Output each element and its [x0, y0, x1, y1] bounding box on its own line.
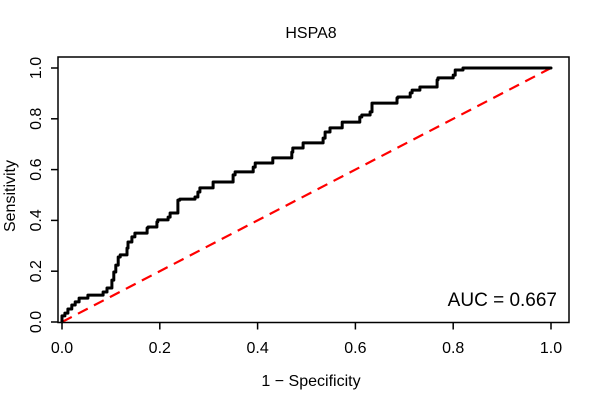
y-tick-label: 1.0: [28, 57, 45, 79]
chart-title: HSPA8: [285, 25, 336, 42]
plot-dynamic-layer: 0.0 0.2 0.4 0.6 0.8 1.0 0.0 0.2 0.4 0.6 0.8 1.0: [28, 57, 562, 357]
y-tick-label: 0.0: [28, 311, 45, 333]
x-tick-label: 0.8: [442, 340, 464, 357]
auc-annotation: AUC = 0.667: [448, 290, 557, 311]
y-tick-label: 0.2: [28, 260, 45, 282]
chance-diagonal-line: [61, 67, 552, 323]
x-tick-label: 1.0: [540, 340, 562, 357]
x-tick-label: 0.2: [149, 340, 171, 357]
roc-curve: [60, 66, 553, 324]
x-tick-label: 0.0: [51, 340, 73, 357]
plot-frame: [57, 56, 570, 324]
x-axis-label: 1 − Specificity: [261, 373, 360, 390]
y-tick-label: 0.4: [28, 209, 45, 231]
x-tick-label: 0.4: [246, 340, 268, 357]
y-tick-label: 0.6: [28, 158, 45, 180]
x-tick-label: 0.6: [344, 340, 366, 357]
y-tick-label: 0.8: [28, 108, 45, 130]
y-axis-label: Sensitivity: [2, 160, 19, 232]
